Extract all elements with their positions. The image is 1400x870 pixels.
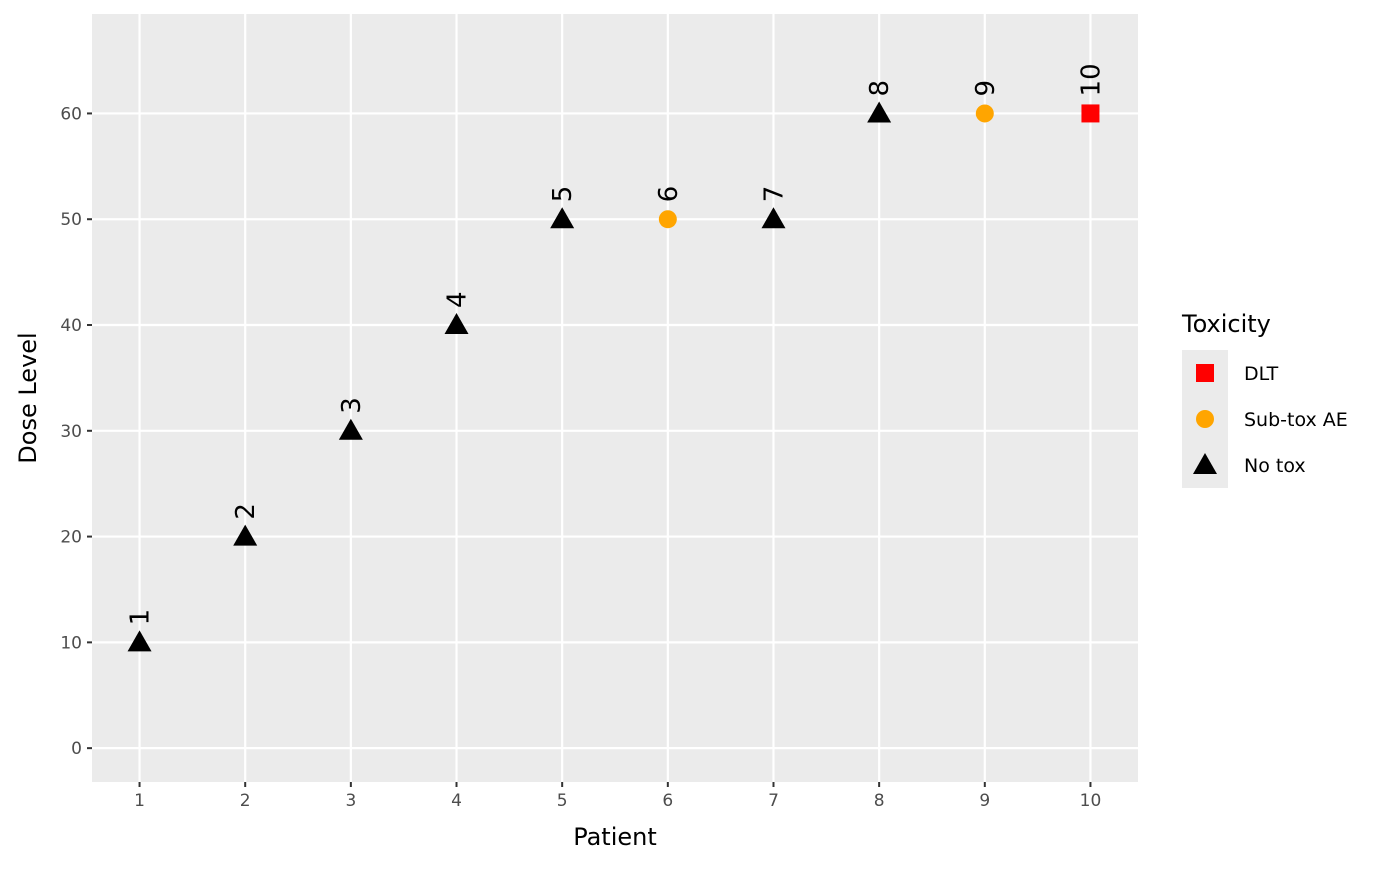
data-point-triangle — [761, 207, 786, 229]
axes: 1 2 3 4 5 6 7 8 9 10 0 10 20 30 40 50 60 — [60, 104, 1101, 811]
data-point-circle — [975, 104, 994, 123]
data-points: 1 2 3 4 5 6 7 8 9 10 — [126, 63, 1106, 652]
data-point-triangle — [338, 418, 363, 440]
y-axis-title: Dose Level — [14, 332, 42, 463]
legend-key-triangle — [1193, 453, 1217, 474]
x-tick-label: 1 — [134, 791, 145, 811]
legend-title: Toxicity — [1181, 310, 1271, 338]
point-label: 5 — [548, 186, 578, 203]
y-tick-label: 20 — [60, 528, 82, 548]
x-tick-label: 7 — [768, 791, 779, 811]
point-label: 3 — [337, 397, 367, 414]
legend-label: No tox — [1244, 455, 1306, 477]
point-label: 7 — [759, 186, 789, 203]
legend-key-circle — [1196, 410, 1214, 428]
legend-label: Sub-tox AE — [1244, 409, 1348, 431]
data-point-triangle — [867, 101, 892, 123]
x-tick-label: 10 — [1080, 791, 1102, 811]
x-tick-label: 6 — [662, 791, 673, 811]
plot-panel — [92, 14, 1138, 782]
data-point-triangle — [550, 207, 575, 229]
y-tick-label: 0 — [71, 739, 82, 759]
point-label: 1 — [126, 609, 156, 626]
x-tick-label: 8 — [874, 791, 885, 811]
legend: Toxicity DLT Sub-tox AE No tox — [1181, 310, 1348, 488]
point-label: 6 — [654, 186, 684, 203]
y-tick-label: 10 — [60, 633, 82, 653]
x-tick-label: 3 — [345, 791, 356, 811]
x-tick-label: 4 — [451, 791, 462, 811]
point-label: 9 — [971, 80, 1001, 97]
data-point-circle — [658, 210, 677, 229]
x-tick-label: 2 — [240, 791, 251, 811]
data-point-triangle — [233, 524, 258, 546]
x-tick-label: 5 — [557, 791, 568, 811]
x-axis-title: Patient — [573, 823, 657, 851]
data-point-triangle — [444, 313, 469, 335]
point-label: 10 — [1076, 63, 1106, 96]
data-point-triangle — [127, 630, 152, 652]
data-point-square — [1081, 104, 1100, 123]
y-tick-label: 30 — [60, 422, 82, 442]
y-tick-label: 40 — [60, 316, 82, 336]
point-label: 8 — [865, 80, 895, 97]
y-tick-label: 60 — [60, 104, 82, 124]
y-tick-label: 50 — [60, 210, 82, 230]
legend-label: DLT — [1244, 363, 1279, 385]
legend-key-square — [1196, 364, 1214, 382]
x-tick-label: 9 — [979, 791, 990, 811]
point-label: 2 — [231, 503, 261, 520]
gridlines — [92, 14, 1138, 782]
point-label: 4 — [443, 291, 473, 308]
